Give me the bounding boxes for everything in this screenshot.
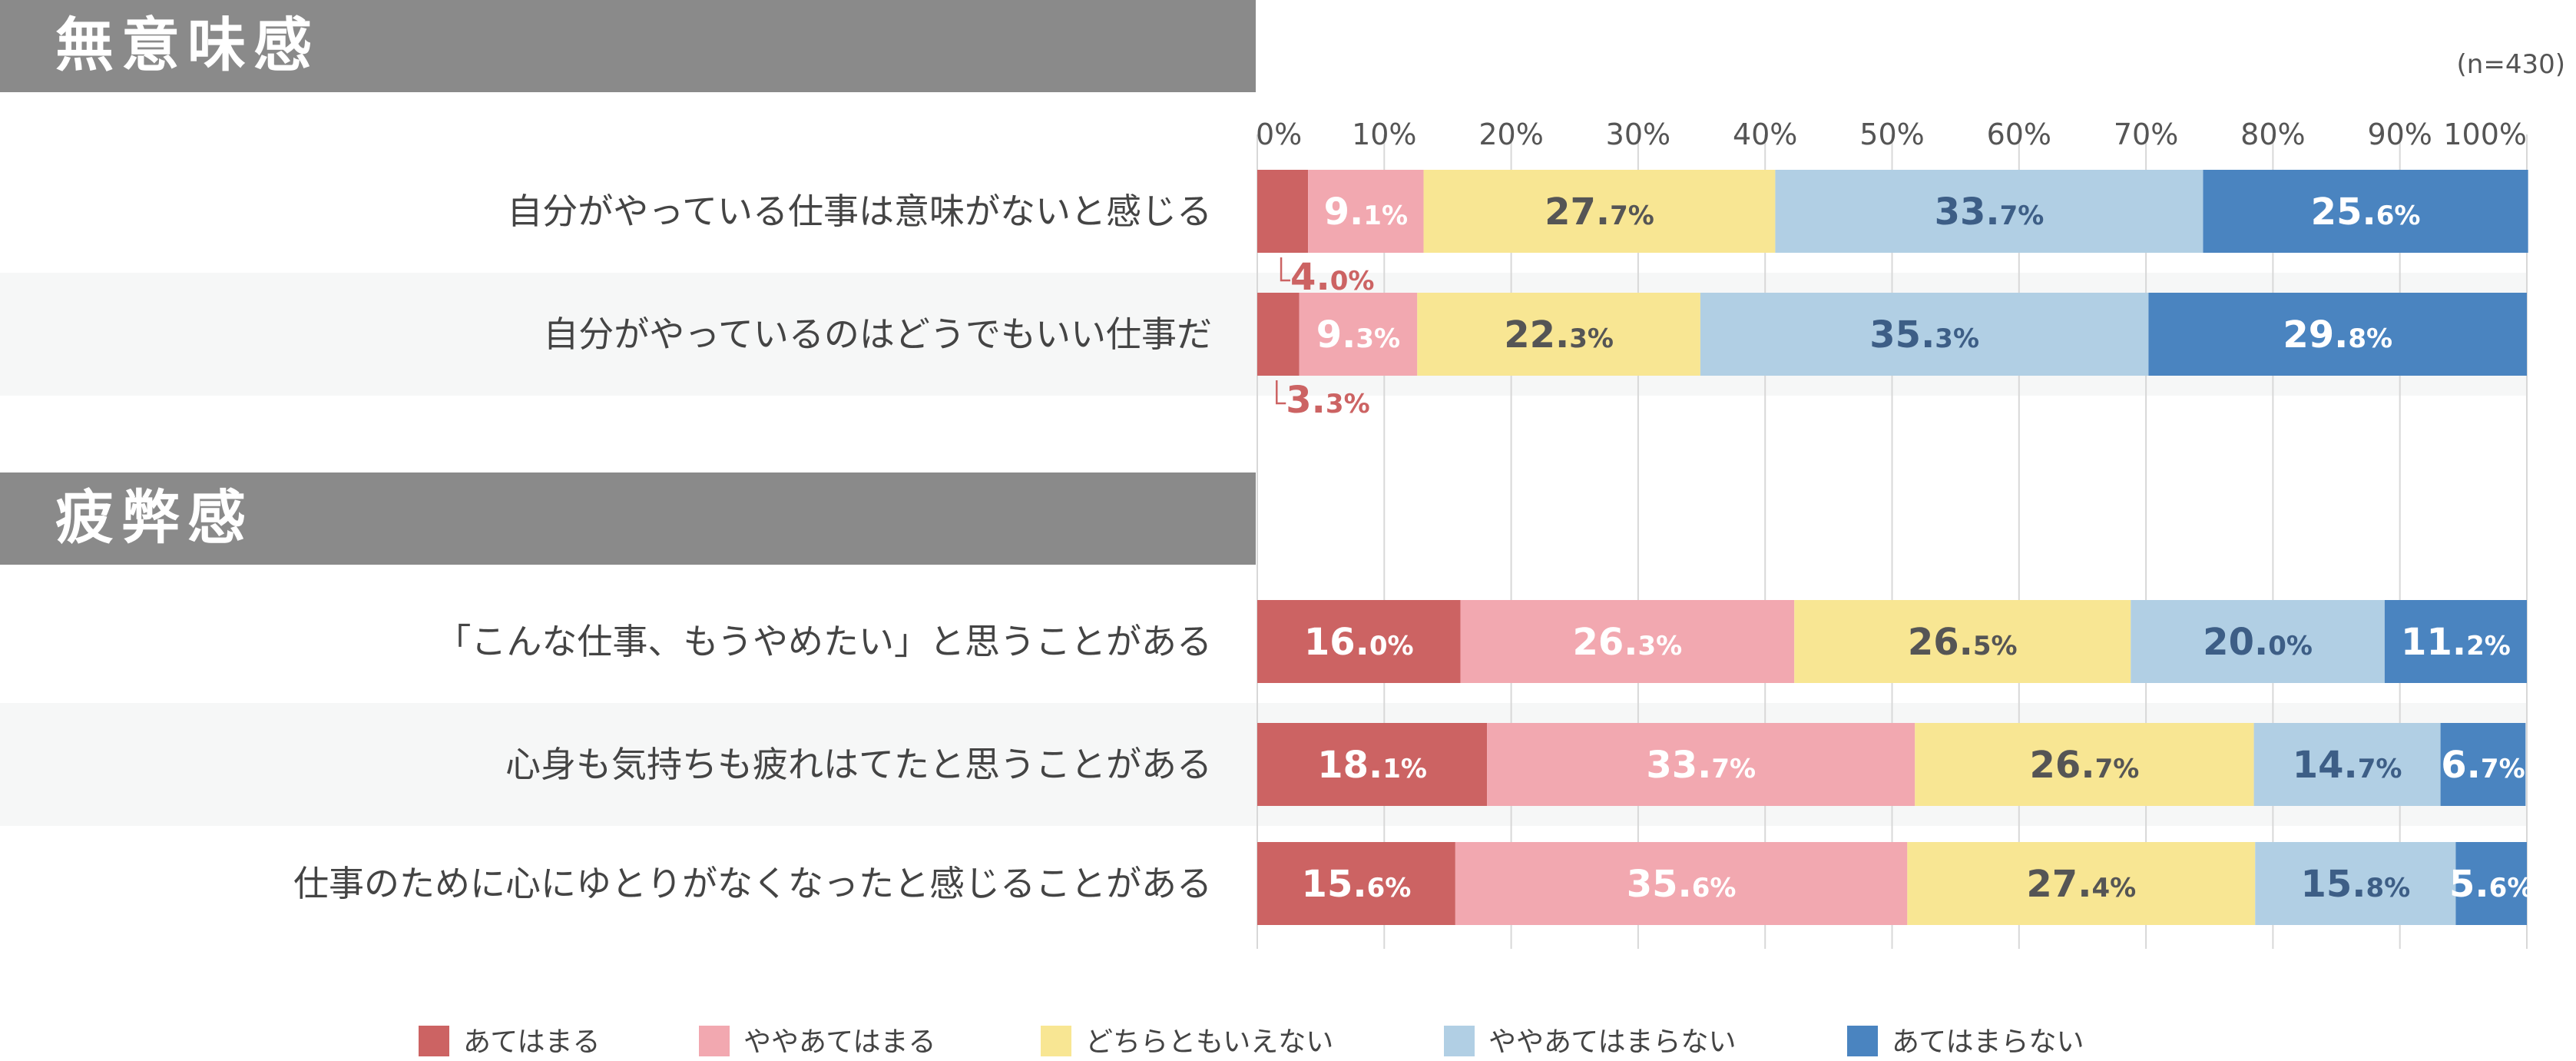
bar-value-label: 11.2% bbox=[2401, 621, 2511, 664]
x-tick-label: 50% bbox=[1859, 118, 1924, 151]
bar-segment bbox=[2131, 600, 2385, 683]
bar-value-label: 9.3% bbox=[1316, 313, 1400, 356]
bar-value-label: 16.0% bbox=[1304, 621, 1414, 664]
bar-segment bbox=[2440, 723, 2526, 806]
legend-label: ややあてはまらない bbox=[1488, 1026, 1737, 1058]
x-tick-label: 20% bbox=[1478, 118, 1543, 151]
x-tick-label: 40% bbox=[1733, 118, 1797, 151]
bar-segment bbox=[2455, 842, 2527, 925]
callout-line bbox=[1280, 257, 1291, 282]
legend-label: どちらともいえない bbox=[1085, 1026, 1333, 1058]
legend-swatch bbox=[699, 1026, 730, 1056]
bar-value-label: 4.0% bbox=[1290, 256, 1374, 299]
bar-value-label: 35.6% bbox=[1627, 863, 1737, 906]
section-title: 無意味感 bbox=[55, 11, 320, 79]
row-labels: 自分がやっている仕事は意味がないと感じる自分がやっているのはどうでもいい仕事だ「… bbox=[293, 191, 1212, 904]
row-label: 自分がやっている仕事は意味がないと感じる bbox=[507, 191, 1212, 232]
bar-value-label: 5.6% bbox=[2449, 863, 2533, 906]
legend-swatch bbox=[1444, 1026, 1475, 1056]
bar-segment bbox=[1915, 723, 2254, 806]
bar-segment bbox=[1907, 842, 2256, 925]
legend-swatch bbox=[1041, 1026, 1071, 1056]
section-header-meaninglessness: 無意味感 bbox=[0, 0, 1256, 92]
bar-segment bbox=[2253, 723, 2441, 806]
bar-value-label: 33.7% bbox=[1646, 744, 1756, 787]
bar-value-label: 18.1% bbox=[1317, 744, 1427, 787]
section-title: 疲弊感 bbox=[55, 483, 253, 552]
legend-swatch bbox=[1847, 1026, 1878, 1056]
bar-value-label: 33.7% bbox=[1935, 191, 2045, 234]
bar-value-label: 35.3% bbox=[1869, 313, 1979, 356]
bar-value-label: 27.4% bbox=[2026, 863, 2136, 906]
bar-value-label: 14.7% bbox=[2293, 744, 2402, 787]
x-tick-label: 30% bbox=[1606, 118, 1670, 151]
x-tick-label: 70% bbox=[2114, 118, 2178, 151]
bar-segment bbox=[1257, 723, 1488, 806]
bar-segment bbox=[1775, 170, 2204, 253]
x-tick-label: 60% bbox=[1987, 118, 2051, 151]
legend-label: ややあてはまる bbox=[743, 1026, 936, 1058]
legend-label: あてはまる bbox=[463, 1026, 601, 1058]
bar-value-label: 15.6% bbox=[1302, 863, 1412, 906]
legend-label: あてはまらない bbox=[1892, 1026, 2084, 1058]
bars: 4.0% 9.1% 27.7% 33.7% 25.6% 3.3% 9.3% 22.3% 35.3… bbox=[1257, 170, 2533, 925]
bar-segment bbox=[1257, 842, 1455, 925]
bar-value-label: 29.8% bbox=[2283, 313, 2392, 356]
bar-value-label: 26.7% bbox=[2030, 744, 2140, 787]
bar-segment bbox=[1417, 293, 1700, 376]
bar-value-label: 27.7% bbox=[1545, 191, 1654, 234]
bar-segment bbox=[1455, 842, 1908, 925]
x-axis-ticks: 0% 10% 20% 30% 40% 50% 60% 70% 80% 90% 100% bbox=[1256, 118, 2527, 151]
legend-swatch bbox=[419, 1026, 449, 1056]
bar-segment bbox=[2203, 170, 2528, 253]
bar-value-label: 26.5% bbox=[1908, 621, 2018, 664]
bar-segment bbox=[1423, 170, 1776, 253]
bar-segment bbox=[1257, 170, 1309, 253]
callout-line bbox=[1276, 380, 1286, 405]
bar-segment bbox=[1794, 600, 2131, 683]
bar-segment bbox=[1257, 293, 1300, 376]
row-label: 仕事のために心にゆとりがなくなったと感じることがある bbox=[293, 863, 1212, 904]
bar-segment bbox=[1700, 293, 2149, 376]
x-tick-label: 0% bbox=[1256, 118, 1302, 151]
bar-segment bbox=[1308, 170, 1424, 253]
bar-value-label: 20.0% bbox=[2203, 621, 2313, 664]
bar-segment bbox=[1487, 723, 1915, 806]
bar-value-label: 15.8% bbox=[2300, 863, 2410, 906]
bar-segment bbox=[1299, 293, 1418, 376]
bar-value-label: 9.1% bbox=[1324, 191, 1408, 234]
section-header-exhaustion: 疲弊感 bbox=[0, 472, 1256, 565]
row-label: 「こんな仕事、もうやめたい」と思うことがある bbox=[435, 621, 1212, 662]
bar-segment bbox=[2384, 600, 2527, 683]
x-tick-label: 10% bbox=[1352, 118, 1416, 151]
bar-segment bbox=[2255, 842, 2456, 925]
row-label: 自分がやっているのはどうでもいい仕事だ bbox=[543, 313, 1212, 355]
row-label: 心身も気持ちも疲れはてたと思うことがある bbox=[505, 744, 1212, 785]
bar-segment bbox=[2148, 293, 2527, 376]
bar-segment bbox=[1460, 600, 1795, 683]
section-header-bg bbox=[0, 472, 1256, 565]
x-tick-label: 100% bbox=[2443, 118, 2527, 151]
sample-size-label: (n=430) bbox=[2457, 49, 2565, 80]
bar-value-label: 25.6% bbox=[2311, 191, 2421, 234]
legend: あてはまる ややあてはまる どちらともいえない ややあてはまらない あてはまらない bbox=[419, 1026, 2084, 1058]
x-tick-label: 90% bbox=[2367, 118, 2432, 151]
bar-value-label: 22.3% bbox=[1504, 313, 1614, 356]
bar-value-label: 6.7% bbox=[2441, 744, 2525, 787]
bar-value-label: 3.3% bbox=[1286, 379, 1369, 422]
grid-lines bbox=[1257, 134, 2528, 949]
bar-value-label: 26.3% bbox=[1572, 621, 1682, 664]
bar-segment bbox=[1257, 600, 1461, 683]
x-tick-label: 80% bbox=[2240, 118, 2305, 151]
section-header-bg bbox=[0, 0, 1256, 92]
